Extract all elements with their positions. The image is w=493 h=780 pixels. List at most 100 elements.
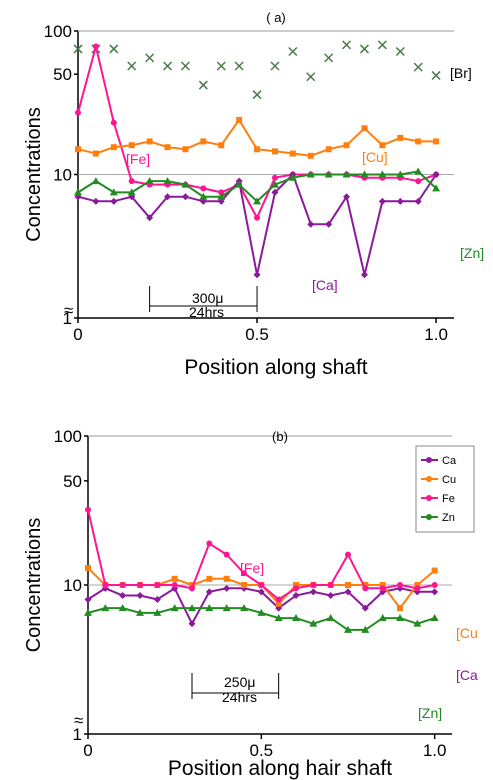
data-point bbox=[431, 582, 438, 588]
data-point bbox=[75, 146, 81, 153]
annotation-label: 24hrs bbox=[189, 304, 224, 320]
series-cu bbox=[75, 116, 440, 159]
data-point bbox=[362, 582, 369, 588]
data-point bbox=[84, 595, 92, 603]
data-point bbox=[306, 72, 316, 82]
data-point bbox=[377, 40, 387, 50]
data-point bbox=[378, 170, 387, 178]
data-point bbox=[361, 625, 370, 633]
data-point bbox=[216, 61, 226, 71]
data-point bbox=[345, 582, 351, 588]
data-point bbox=[223, 575, 230, 582]
x-marker-stroke bbox=[431, 70, 441, 80]
y-axis-title: Concentrations bbox=[23, 518, 45, 653]
data-point bbox=[307, 220, 315, 228]
x-axis-title: Position along hair shaft bbox=[168, 757, 392, 780]
data-point bbox=[379, 585, 386, 592]
series-zn bbox=[74, 167, 441, 205]
data-point bbox=[181, 193, 189, 201]
data-point bbox=[137, 582, 143, 588]
data-point bbox=[253, 271, 261, 279]
data-point bbox=[324, 53, 334, 63]
data-point bbox=[433, 138, 440, 145]
panel-label: ( a) bbox=[266, 10, 286, 25]
data-point bbox=[292, 592, 300, 600]
x-marker-stroke bbox=[342, 40, 352, 50]
legend-swatch-marker bbox=[426, 514, 432, 520]
data-point bbox=[163, 177, 172, 185]
annotation-label: [Ca bbox=[456, 667, 478, 683]
data-point bbox=[101, 604, 110, 612]
data-point bbox=[153, 595, 161, 603]
data-point bbox=[343, 193, 351, 201]
legend-label: Zn bbox=[442, 512, 455, 524]
axis-break-mark: ≈ bbox=[64, 301, 73, 320]
data-point bbox=[325, 146, 332, 153]
data-point bbox=[361, 125, 368, 132]
data-point bbox=[293, 582, 299, 588]
data-point bbox=[344, 625, 352, 633]
annotation-label: [Ca] bbox=[312, 277, 338, 293]
annotation-label: [Cu] bbox=[362, 149, 388, 165]
data-point bbox=[309, 619, 318, 627]
chart-panel-a: 1 10 50 100 0 0.5 1.0 Position along shaft Conce… bbox=[23, 10, 484, 379]
data-point bbox=[271, 174, 278, 181]
legend-entry: Ca bbox=[421, 455, 457, 467]
x-marker-stroke bbox=[73, 44, 83, 54]
data-point bbox=[379, 582, 386, 588]
data-point bbox=[397, 605, 403, 612]
data-point bbox=[85, 565, 91, 572]
data-point bbox=[110, 119, 117, 126]
data-point bbox=[119, 592, 127, 600]
x-tick-label: 0.5 bbox=[245, 325, 269, 344]
data-point bbox=[431, 70, 441, 80]
data-point bbox=[240, 604, 248, 612]
data-point bbox=[136, 608, 144, 616]
data-point bbox=[162, 61, 173, 71]
data-point bbox=[414, 167, 423, 175]
data-point bbox=[153, 608, 162, 616]
data-point bbox=[292, 614, 300, 622]
data-point bbox=[110, 144, 117, 151]
data-point bbox=[258, 582, 265, 588]
data-point bbox=[361, 604, 369, 612]
annotation-label: [Zn] bbox=[418, 705, 442, 721]
x-marker-stroke bbox=[288, 46, 298, 57]
annotation-label: [Zn] bbox=[460, 245, 484, 261]
data-point bbox=[415, 138, 422, 145]
x-axis-title: Position along shaft bbox=[184, 356, 367, 379]
data-point bbox=[181, 180, 190, 188]
data-point bbox=[182, 146, 189, 153]
data-point bbox=[164, 193, 172, 201]
data-point bbox=[414, 582, 421, 588]
data-point bbox=[110, 197, 118, 205]
x-tick-label: 0 bbox=[73, 325, 82, 344]
data-point bbox=[188, 620, 196, 628]
x-tick-label: 1.0 bbox=[423, 741, 447, 760]
x-marker-stroke bbox=[252, 90, 262, 100]
data-point bbox=[360, 170, 369, 178]
legend-swatch-marker bbox=[426, 476, 432, 482]
data-point bbox=[271, 148, 278, 155]
chart-panel-b: 1 10 50 100 0 0.5 1.0 Position along hair shaft… bbox=[23, 427, 478, 780]
data-point bbox=[342, 40, 352, 50]
data-point bbox=[109, 188, 118, 196]
data-point bbox=[92, 43, 99, 50]
data-point bbox=[205, 588, 213, 596]
y-axis-title: Concentrations bbox=[23, 107, 45, 242]
data-point bbox=[128, 178, 135, 185]
data-point bbox=[378, 614, 387, 622]
data-point bbox=[257, 588, 265, 596]
data-point bbox=[310, 582, 317, 588]
data-point bbox=[253, 197, 262, 205]
x-marker-stroke bbox=[234, 61, 244, 71]
legend-label: Ca bbox=[442, 455, 457, 467]
y-tick-label: 50 bbox=[53, 65, 72, 84]
x-marker-stroke bbox=[395, 46, 405, 57]
data-point bbox=[307, 152, 314, 159]
data-point bbox=[288, 46, 298, 57]
data-point bbox=[359, 44, 370, 54]
data-point bbox=[275, 600, 282, 607]
data-point bbox=[344, 588, 352, 596]
data-point bbox=[171, 582, 178, 588]
